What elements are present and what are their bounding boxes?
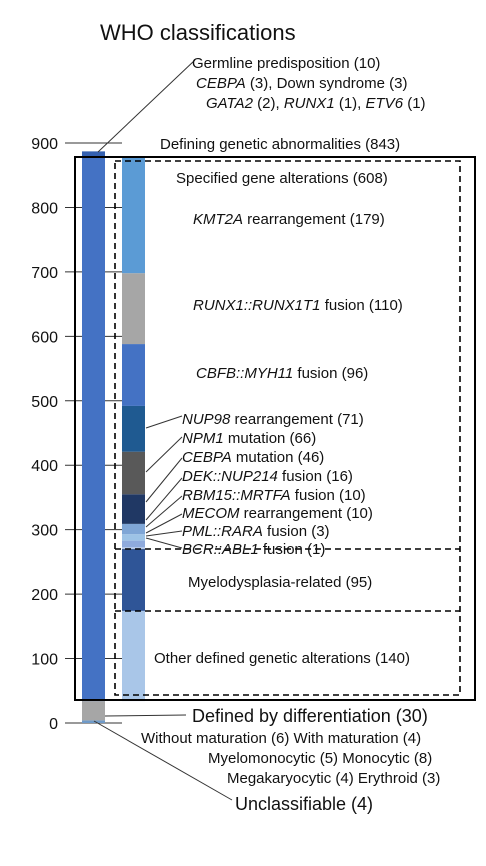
- diff-label: Defined by differentiation (30): [192, 706, 428, 726]
- nup98-leader: [145, 415, 183, 429]
- mecom-leader: [145, 513, 183, 534]
- detail-segment-cebpa-mutation: [122, 494, 145, 524]
- cbfb-text: fusion (96): [293, 365, 368, 382]
- specified-label: Specified gene alterations (608): [176, 170, 388, 187]
- npm1-label: NPM1 mutation (66): [182, 430, 316, 447]
- specified-box: [114, 160, 461, 696]
- germline-text-2c: (1): [403, 95, 426, 112]
- total-bar: [82, 151, 105, 723]
- detail-segment-bcr-abl1-fusion: [122, 549, 145, 550]
- other-label: Other defined genetic alterations (140): [154, 650, 410, 667]
- detail-segment-other-defined-genetic-alterations: [122, 610, 145, 702]
- y-tick-label: 800: [31, 200, 58, 217]
- germline-leader: [97, 59, 196, 153]
- dek-leader: [145, 477, 183, 521]
- detail-segment-cbfb-myh11-fusion: [122, 344, 145, 406]
- y-tick-label: 200: [31, 587, 58, 604]
- bcr-gene: BCR::ABL1: [182, 541, 259, 558]
- detail-segment-myelodysplasia-related: [122, 549, 145, 611]
- mecom-label: MECOM rearrangement (10): [182, 505, 373, 522]
- diff-detail-2: Myelomonocytic (5) Monocytic (8): [208, 750, 432, 767]
- mecom-gene: MECOM: [182, 505, 240, 522]
- germline-text-2a: (2),: [253, 95, 284, 112]
- germline-gene-cebpa: CEBPA: [196, 75, 246, 92]
- y-tick-label: 600: [31, 329, 58, 346]
- germline-gene-runx1: RUNX1: [284, 95, 335, 112]
- mds-label: Myelodysplasia-related (95): [188, 574, 372, 591]
- germline-gene-gata2: GATA2: [206, 95, 254, 112]
- y-tick-label: 0: [49, 716, 58, 733]
- bcr-leader: [145, 537, 183, 549]
- diff-detail-3: Megakaryocytic (4) Erythroid (3): [227, 770, 440, 787]
- total-segment-defining-genetic-abnormalities: [82, 157, 105, 702]
- pml-gene: PML::RARA: [182, 523, 263, 540]
- rbm15-label: RBM15::MRTFA fusion (10): [182, 487, 366, 504]
- mecom-text: rearrangement (10): [240, 505, 373, 522]
- detail-segment-runx1-runx1t1-fusion: [122, 273, 145, 345]
- germline-detail-1: CEBPA (3), Down syndrome (3): [196, 75, 407, 92]
- rbm15-gene: RBM15::MRTFA: [182, 487, 291, 504]
- npm1-text: mutation (66): [224, 430, 317, 447]
- dek-gene: DEK::NUP214: [182, 468, 278, 485]
- germline-gene-etv6: ETV6: [366, 95, 404, 112]
- total-segment-germline-predisposition: [82, 151, 105, 158]
- nup98-label: NUP98 rearrangement (71): [182, 411, 364, 428]
- dek-text: fusion (16): [278, 468, 353, 485]
- germline-detail-2: GATA2 (2), RUNX1 (1), ETV6 (1): [206, 95, 426, 112]
- germline-text-1: (3), Down syndrome (3): [246, 75, 408, 92]
- detail-segment-npm1-mutation: [122, 451, 145, 495]
- total-segment-unclassifiable: [82, 720, 105, 723]
- runx1-label: RUNX1::RUNX1T1 fusion (110): [193, 297, 403, 314]
- detail-segment-nup98-rearrangement: [122, 405, 145, 452]
- bcr-text: fusion (1): [259, 541, 326, 558]
- kmt2a-label: KMT2A rearrangement (179): [193, 211, 385, 228]
- runx1-gene: RUNX1::RUNX1T1: [193, 297, 321, 314]
- npm1-gene: NPM1: [182, 430, 224, 447]
- y-tick-label: 500: [31, 394, 58, 411]
- unclass-leader: [93, 720, 233, 801]
- kmt2a-text: rearrangement (179): [243, 211, 385, 228]
- y-tick-label: 100: [31, 652, 58, 669]
- cebpa-gene: CEBPA: [182, 449, 232, 466]
- germline-label: Germline predisposition (10): [192, 55, 380, 72]
- y-tick-label: 300: [31, 523, 58, 540]
- cebpa-text: mutation (46): [232, 449, 325, 466]
- nup98-text: rearrangement (71): [230, 411, 363, 428]
- y-tick-label: 900: [31, 136, 58, 153]
- detail-segment-kmt2a-rearrangement: [122, 157, 145, 274]
- detail-segment-mecom-rearrangement: [122, 540, 145, 548]
- detail-segment-dek-nup214-fusion: [122, 523, 145, 535]
- pml-leader: [145, 530, 183, 537]
- detail-segment-rbm15-mrtfa-fusion: [122, 534, 145, 541]
- defining-label: Defining genetic abnormalities (843): [160, 136, 400, 153]
- rbm15-text: fusion (10): [291, 487, 366, 504]
- nup98-gene: NUP98: [182, 411, 231, 428]
- detail-segment-pml-rara-fusion: [122, 547, 145, 549]
- diff-leader: [104, 714, 187, 717]
- runx1-text: fusion (110): [321, 297, 403, 314]
- pml-text: fusion (3): [263, 523, 330, 540]
- germline-text-2b: (1),: [335, 95, 366, 112]
- chart-title: WHO classifications: [100, 20, 296, 45]
- unclass-label: Unclassifiable (4): [235, 794, 373, 814]
- y-tick-label: 400: [31, 458, 58, 475]
- rbm15-leader: [145, 495, 183, 528]
- y-tick-label: 700: [31, 265, 58, 282]
- cbfb-label: CBFB::MYH11 fusion (96): [196, 365, 368, 382]
- detail-bar: [122, 157, 145, 702]
- defining-box: [74, 156, 476, 701]
- bcr-label: BCR::ABL1 fusion (1): [182, 541, 325, 558]
- diff-detail-1: Without maturation (6) With maturation (…: [141, 730, 421, 747]
- cebpa-leader: [145, 457, 183, 503]
- cebpa-label: CEBPA mutation (46): [182, 449, 324, 466]
- cbfb-gene: CBFB::MYH11: [196, 365, 293, 382]
- total-segment-defined-by-differentiation: [82, 701, 105, 721]
- kmt2a-gene: KMT2A: [193, 211, 243, 228]
- dek-label: DEK::NUP214 fusion (16): [182, 468, 353, 485]
- pml-label: PML::RARA fusion (3): [182, 523, 330, 540]
- y-axis: 0 100 200 300 400 500 600 700 800 900: [31, 136, 122, 733]
- npm1-leader: [145, 436, 183, 473]
